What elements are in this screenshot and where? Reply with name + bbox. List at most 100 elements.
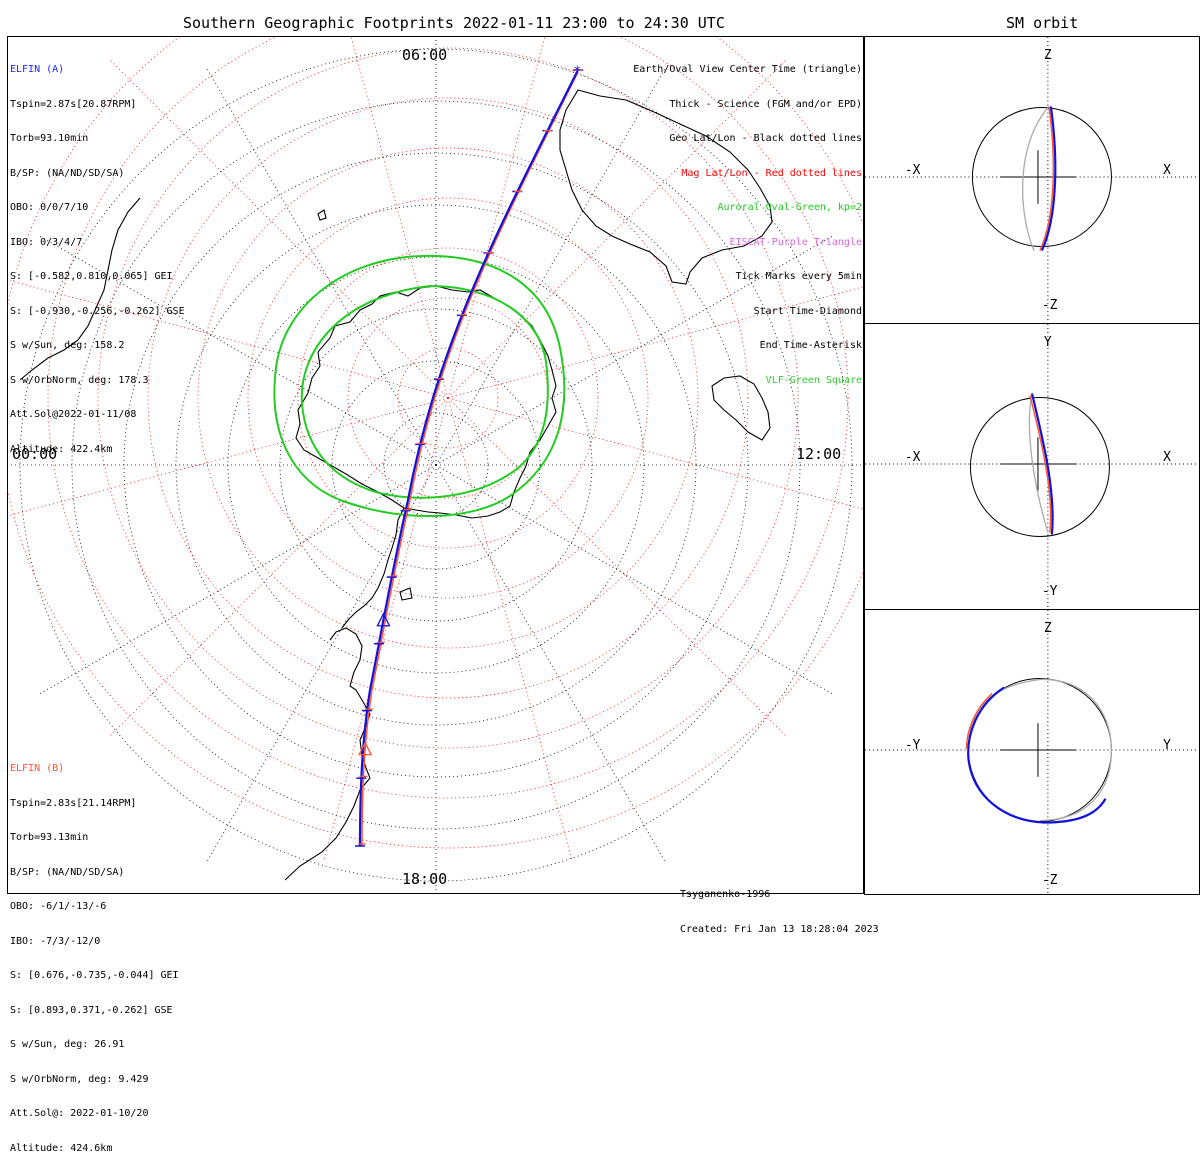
mag-longitude-line (447, 397, 864, 510)
elfin-b-line: B/SP: (NA/ND/SD/SA) (10, 866, 125, 878)
geo-longitude-line (435, 464, 835, 696)
mag-longitude-line (108, 58, 449, 399)
axis-label-bottom: -Y (1042, 584, 1058, 599)
axis-label-right: X (1163, 163, 1171, 178)
elfin-a-line: S: [-0.930,-0.256,-0.262] GSE (10, 305, 185, 317)
legend-entry: EISCAT-Purple Triangle (729, 236, 862, 248)
elfin-b-line: S w/OrbNorm, deg: 9.429 (10, 1073, 149, 1085)
model-credit: Tsyganenko-1996 (680, 889, 771, 900)
mag-latitude-ring (297, 247, 599, 549)
geo-longitude-line (435, 464, 667, 864)
elfin-b-info: ELFIN (B) Tspin=2.83s[21.14RPM] Torb=93.… (10, 740, 179, 1166)
elfin-a-line: S w/OrbNorm, deg: 178.3 (10, 374, 149, 386)
elfin-a-view-center-triangle (376, 612, 391, 627)
elfin-a-line: Att.Sol@2022-01-11/08 (10, 409, 137, 420)
clock-label-top: 06:00 (402, 46, 447, 64)
axis-label-left: -X (905, 450, 921, 465)
geo-longitude-line (435, 66, 667, 466)
auroral-oval-outer (273, 254, 566, 517)
axis-label-left: -Y (905, 738, 921, 753)
satellite-tracks (358, 69, 579, 847)
elfin-a-header: ELFIN (A) (10, 64, 65, 75)
elfin-a-orbit (1040, 106, 1057, 251)
orbit-projection (967, 678, 1113, 822)
clock-label-bottom: 18:00 (402, 870, 447, 888)
elfin-a-line: Tspin=2.87s[20.87RPM] (10, 98, 137, 110)
island-coastline (317, 209, 327, 221)
mag-longitude-line (7, 279, 449, 399)
elfin-b-line: S w/Sun, deg: 26.91 (10, 1039, 125, 1050)
geo-longitude-line (37, 234, 437, 466)
island-coastline (399, 587, 413, 601)
orbit-projection (1028, 393, 1049, 533)
legend-entry: Geo Lat/Lon - Black dotted lines (669, 133, 862, 144)
mag-latitude-ring (147, 97, 749, 699)
elfin-a-info: ELFIN (A) Tspin=2.87s[20.87RPM] Torb=93.… (10, 41, 185, 467)
main-title: Southern Geographic Footprints 2022-01-1… (183, 14, 725, 32)
elfin-b-orbit (1029, 395, 1052, 533)
australia-coastline (559, 89, 773, 285)
mag-longitude-line (7, 397, 449, 517)
geo-longitude-line (205, 66, 437, 466)
axis-label-top: Z (1044, 621, 1052, 636)
antarctica-coastline (295, 285, 557, 519)
legend-entry: Thick - Science (FGM and/or EPD) (669, 98, 862, 110)
elfin-b-line: S: [0.893,0.371,-0.262] GSE (10, 1004, 173, 1016)
clock-label-left: 00:00 (12, 445, 57, 463)
axis-label-top: Y (1044, 335, 1052, 350)
axis-label-bottom: -Z (1042, 873, 1058, 888)
geo-longitude-line (205, 464, 437, 864)
elfin-a-line: B/SP: (NA/ND/SD/SA) (10, 167, 125, 179)
elfin-a-footprint-track (358, 69, 579, 847)
mag-longitude-line (447, 58, 788, 399)
elfin-b-orbit (965, 692, 993, 750)
elfin-b-line: Att.Sol@: 2022-01-10/20 (10, 1108, 149, 1119)
new-zealand-coastline (711, 375, 771, 441)
elfin-b-line: Tspin=2.83s[21.14RPM] (10, 797, 137, 809)
axis-label-right: Y (1163, 738, 1171, 753)
end-time-asterisk: * (573, 64, 581, 80)
clock-label-right: 12:00 (796, 445, 841, 463)
elfin-a-orbit (967, 686, 1107, 824)
mag-longitude-line (447, 36, 546, 399)
geo-longitude-line (435, 234, 835, 466)
elfin-b-footprint-track (361, 71, 579, 847)
elfin-b-line: OBO: -6/1/-13/-6 (10, 901, 107, 912)
south-america-coastline (284, 627, 371, 881)
mag-grid-lines (7, 36, 864, 862)
peninsula-coastline (341, 507, 405, 629)
elfin-a-line: Altitude: 422.4km (10, 443, 113, 455)
map-legend: Earth/Oval View Center Time (triangle) T… (633, 41, 862, 398)
legend-entry: Auroral Oval-Green, kp=2 (717, 202, 863, 213)
track-markers: * (355, 64, 583, 847)
elfin-b-line: Altitude: 424.6km (10, 1142, 113, 1154)
mag-longitude-line (447, 286, 864, 399)
geo-longitude-line (37, 464, 437, 696)
legend-entry: Start Time-Diamond (753, 305, 862, 317)
created-timestamp: Created: Fri Jan 13 18:28:04 2023 (680, 923, 879, 935)
legend-entry: VLF-Green Square (765, 374, 862, 386)
earth-circle (969, 396, 1110, 538)
credits: Tsyganenko-1996 Created: Fri Jan 13 18:2… (680, 866, 879, 947)
mag-longitude-line (447, 397, 788, 738)
elfin-a-line: S: [-0.582,0.810,0.065] GEI (10, 271, 173, 282)
elfin-b-view-center-triangle (358, 741, 373, 756)
mag-longitude-line (350, 36, 449, 399)
elfin-b-header: ELFIN (B) (10, 763, 65, 774)
mag-latitude-ring (397, 347, 499, 449)
axis-label-left: -X (905, 163, 921, 178)
mag-latitude-ring (197, 147, 699, 649)
auroral-oval (273, 254, 566, 517)
mag-latitude-ring (97, 47, 799, 749)
sm-panel-xz: Z -Z -X X (864, 36, 1200, 324)
sm-orbit-title: SM orbit (1006, 14, 1079, 32)
elfin-b-line: IBO: -7/3/-12/0 (10, 935, 101, 947)
africa-coastline (19, 197, 141, 381)
polar-footprint-map: * 06:00 00:00 12:00 18:00 (7, 36, 864, 894)
elfin-a-line: Torb=93.10min (10, 133, 89, 144)
sm-panel-yz: Z -Z -Y Y (864, 609, 1200, 895)
mag-longitude-line (447, 397, 573, 862)
axis-label-top: Z (1044, 48, 1052, 63)
axis-label-bottom: -Z (1042, 298, 1058, 313)
elfin-a-line: IBO: 0/3/4/7 (10, 236, 83, 248)
